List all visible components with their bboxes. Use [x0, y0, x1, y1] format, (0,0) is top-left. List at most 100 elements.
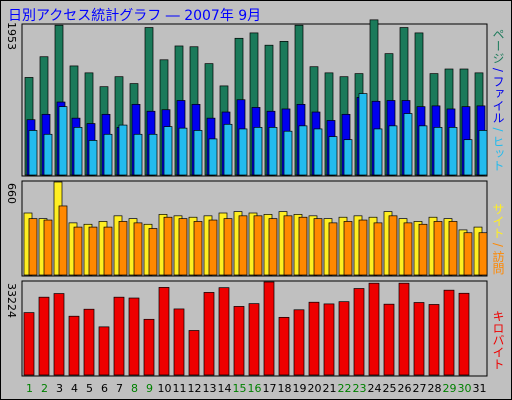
hit-bar: [418, 125, 428, 176]
hit-bar: [403, 113, 413, 176]
kb-bar: [38, 296, 50, 376]
visit-bar: [103, 226, 113, 276]
kb-bar: [68, 315, 80, 376]
kb-bar: [398, 282, 410, 376]
kb-bar: [113, 296, 125, 376]
visit-bar: [268, 218, 278, 276]
hit-bar: [88, 140, 98, 176]
visit-bar: [418, 223, 428, 276]
kb-bar: [458, 292, 470, 376]
day-label: 16: [248, 382, 262, 395]
day-label: 4: [71, 382, 78, 395]
visit-bar: [283, 215, 293, 276]
visit-bar: [238, 215, 248, 276]
kb-bar: [248, 303, 260, 376]
kb-bar: [278, 316, 290, 376]
day-label: 24: [368, 382, 382, 395]
visit-bar: [253, 215, 263, 276]
hit-bar: [103, 133, 113, 176]
visit-bar: [193, 221, 203, 276]
day-label: 10: [158, 382, 172, 395]
kb-bar: [143, 318, 155, 376]
visit-bar: [448, 221, 458, 276]
visit-bar: [388, 215, 398, 276]
kb-bar: [53, 293, 65, 376]
kb-bar: [413, 302, 425, 376]
kb-bar: [233, 306, 245, 376]
visit-bar: [73, 226, 83, 276]
kb-bar: [218, 287, 230, 376]
day-label: 1: [26, 382, 33, 395]
hit-bar: [133, 133, 143, 176]
day-label: 20: [308, 382, 322, 395]
day-label: 21: [323, 382, 337, 395]
legend-file: ファイル: [491, 75, 505, 124]
hit-bar: [193, 130, 203, 176]
visit-bar: [313, 218, 323, 276]
hits-max-label: 1953: [5, 22, 18, 50]
day-label: 7: [116, 382, 123, 395]
kb-bar: [173, 308, 185, 376]
day-label: 6: [101, 382, 108, 395]
hit-bar: [448, 127, 458, 176]
visits-max-label: 660: [5, 183, 18, 204]
hit-bar: [478, 130, 488, 176]
day-label: 14: [218, 382, 232, 395]
visit-bar: [118, 221, 128, 276]
day-label: 18: [278, 382, 292, 395]
kb-bar: [188, 330, 200, 376]
day-label: 13: [203, 382, 217, 395]
day-label: 15: [233, 382, 247, 395]
hit-bar: [313, 128, 323, 176]
visit-bar: [43, 219, 53, 276]
day-label: 27: [413, 382, 427, 395]
day-label: 25: [383, 382, 397, 395]
visit-bar: [178, 218, 188, 276]
kb-bar: [263, 281, 275, 376]
day-label: 23: [353, 382, 367, 395]
visit-bar: [148, 228, 158, 276]
day-label: 22: [338, 382, 352, 395]
hit-bar: [223, 123, 233, 176]
hit-bar: [43, 133, 53, 176]
kb-bar: [308, 301, 320, 376]
visit-bar: [328, 222, 338, 276]
hit-bar: [388, 125, 398, 176]
visit-bar: [463, 232, 473, 276]
visit-bar: [28, 218, 38, 276]
hit-bar: [208, 138, 218, 176]
hit-bar: [28, 130, 38, 176]
day-label: 8: [131, 382, 138, 395]
hit-bar: [163, 126, 173, 176]
visit-bar: [373, 222, 383, 276]
visit-bar: [163, 216, 173, 276]
day-label: 2: [41, 382, 48, 395]
visit-bar: [358, 219, 368, 276]
day-label: 17: [263, 382, 277, 395]
hit-bar: [343, 139, 353, 176]
kb-bar: [443, 289, 455, 376]
legend-sep3: /: [491, 239, 505, 251]
visit-bar: [223, 218, 233, 276]
visit-bar: [208, 219, 218, 276]
legend-page: ページ: [491, 28, 505, 64]
chart-title: 日別アクセス統計グラフ ― 2007年 9月: [8, 8, 262, 24]
hit-bar: [58, 106, 68, 176]
visit-bar: [298, 216, 308, 276]
kb-bar: [23, 312, 35, 376]
kb-bar: [293, 309, 305, 376]
hit-bar: [373, 128, 383, 176]
day-label: 19: [293, 382, 307, 395]
hit-bar: [328, 136, 338, 176]
hit-bar: [268, 127, 278, 176]
visit-bar: [133, 222, 143, 276]
visit-bar: [433, 221, 443, 276]
kb-bar: [383, 303, 395, 376]
kb-bar: [83, 308, 95, 376]
day-label: 5: [86, 382, 93, 395]
legend-kb: キロバイト: [491, 310, 505, 370]
visit-bar: [88, 226, 98, 276]
legend-hit: ヒット: [491, 135, 505, 172]
kb-bar: [368, 282, 380, 376]
legend-sep2: /: [491, 123, 505, 136]
